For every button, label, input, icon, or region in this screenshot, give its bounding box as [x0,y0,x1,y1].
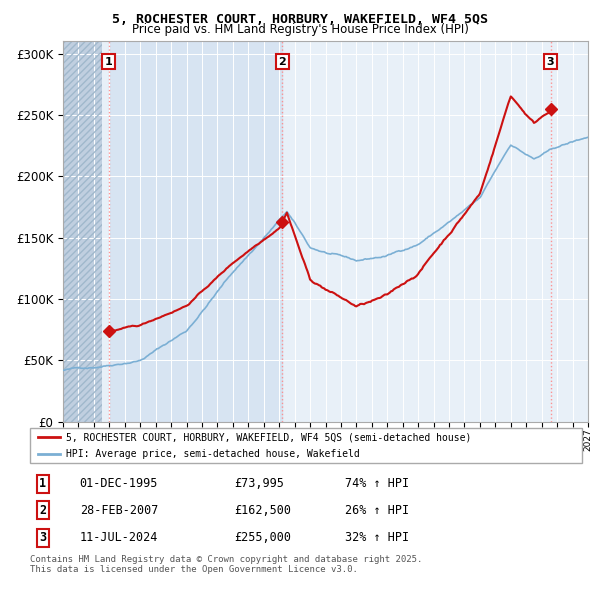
Bar [63,41,101,422]
Text: 28-FEB-2007: 28-FEB-2007 [80,504,158,517]
Text: 32% ↑ HPI: 32% ↑ HPI [344,531,409,544]
Text: 1: 1 [105,57,113,67]
Text: 3: 3 [547,57,554,67]
Text: £162,500: £162,500 [234,504,291,517]
Text: £73,995: £73,995 [234,477,284,490]
Text: HPI: Average price, semi-detached house, Wakefield: HPI: Average price, semi-detached house,… [66,448,359,458]
Text: 2: 2 [39,504,46,517]
Text: Contains HM Land Registry data © Crown copyright and database right 2025.
This d: Contains HM Land Registry data © Crown c… [30,555,422,574]
Text: Price paid vs. HM Land Registry's House Price Index (HPI): Price paid vs. HM Land Registry's House … [131,23,469,36]
Text: 26% ↑ HPI: 26% ↑ HPI [344,504,409,517]
Text: 01-DEC-1995: 01-DEC-1995 [80,477,158,490]
Bar [109,41,282,422]
Text: 5, ROCHESTER COURT, HORBURY, WAKEFIELD, WF4 5QS (semi-detached house): 5, ROCHESTER COURT, HORBURY, WAKEFIELD, … [66,432,471,442]
Text: 11-JUL-2024: 11-JUL-2024 [80,531,158,544]
Text: 74% ↑ HPI: 74% ↑ HPI [344,477,409,490]
Text: 3: 3 [39,531,46,544]
Text: 5, ROCHESTER COURT, HORBURY, WAKEFIELD, WF4 5QS: 5, ROCHESTER COURT, HORBURY, WAKEFIELD, … [112,13,488,26]
Bar [63,41,101,422]
Text: 2: 2 [278,57,286,67]
Text: £255,000: £255,000 [234,531,291,544]
Text: 1: 1 [39,477,46,490]
FancyBboxPatch shape [30,428,582,463]
